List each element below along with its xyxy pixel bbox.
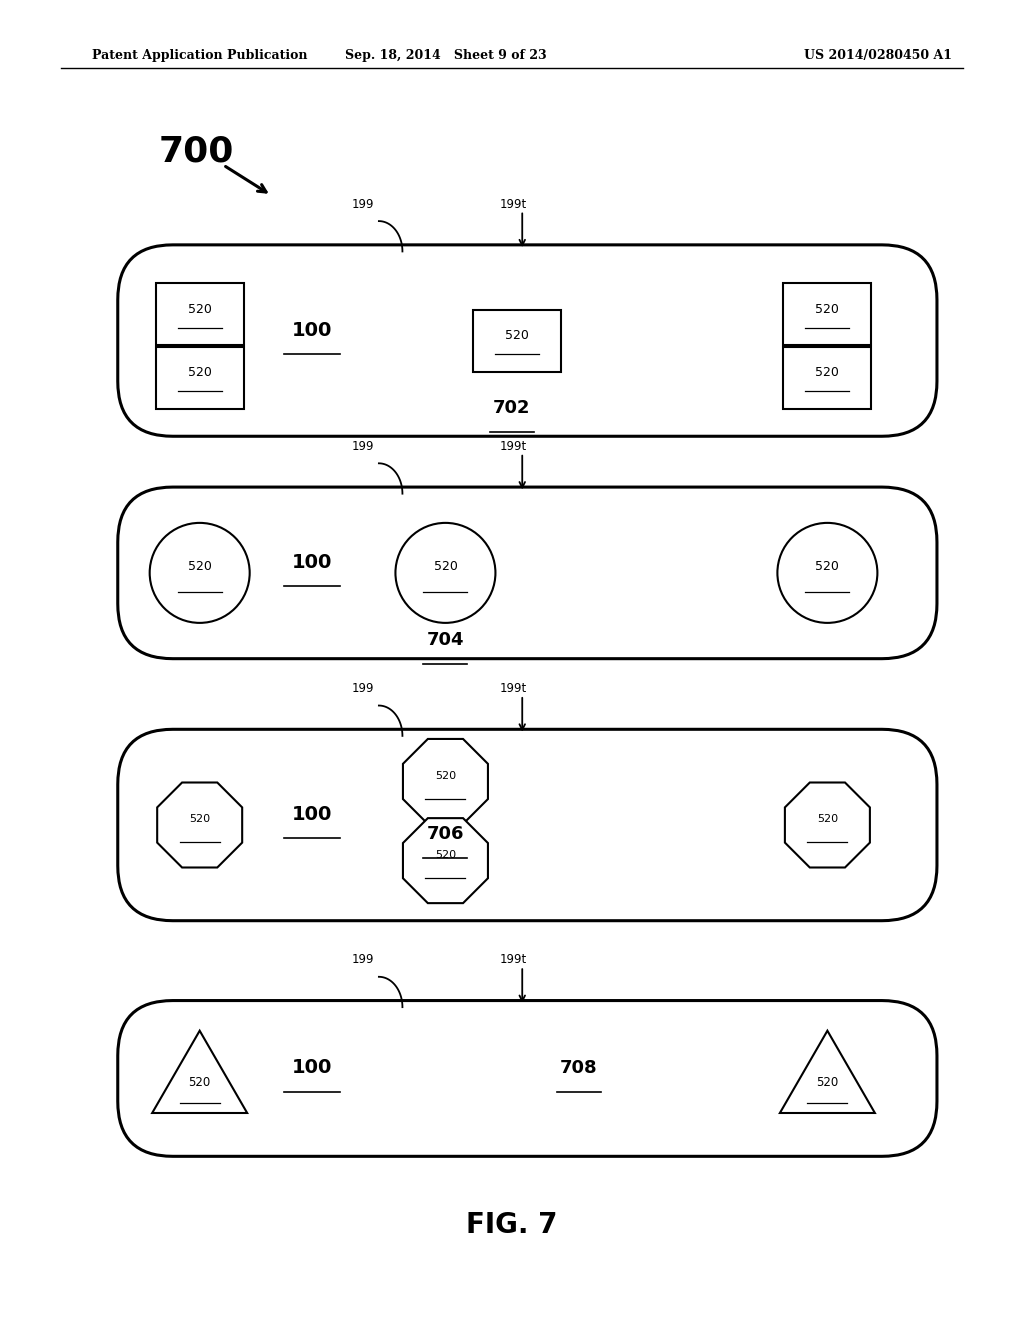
FancyBboxPatch shape bbox=[156, 284, 244, 345]
Text: 520: 520 bbox=[433, 561, 458, 573]
Text: 520: 520 bbox=[187, 561, 212, 573]
Circle shape bbox=[150, 523, 250, 623]
FancyBboxPatch shape bbox=[473, 310, 561, 371]
Text: 520: 520 bbox=[817, 814, 838, 825]
Text: 520: 520 bbox=[815, 561, 840, 573]
Text: 520: 520 bbox=[187, 366, 212, 379]
FancyBboxPatch shape bbox=[118, 246, 937, 437]
Text: US 2014/0280450 A1: US 2014/0280450 A1 bbox=[804, 49, 952, 62]
Text: 100: 100 bbox=[292, 1059, 333, 1077]
FancyBboxPatch shape bbox=[156, 347, 244, 408]
Text: 199t: 199t bbox=[500, 440, 527, 453]
Text: 100: 100 bbox=[292, 805, 333, 824]
Text: 520: 520 bbox=[435, 850, 456, 861]
Text: 199t: 199t bbox=[500, 682, 527, 694]
Text: FIG. 7: FIG. 7 bbox=[466, 1210, 558, 1239]
Text: 520: 520 bbox=[187, 302, 212, 315]
Text: 199t: 199t bbox=[500, 953, 527, 966]
Polygon shape bbox=[402, 818, 488, 903]
Polygon shape bbox=[402, 739, 488, 824]
Text: 199: 199 bbox=[351, 440, 374, 453]
Text: 704: 704 bbox=[427, 631, 464, 649]
Text: 520: 520 bbox=[189, 814, 210, 825]
Polygon shape bbox=[153, 1031, 247, 1113]
Text: 199: 199 bbox=[351, 198, 374, 210]
FancyBboxPatch shape bbox=[783, 284, 871, 345]
Text: 520: 520 bbox=[815, 302, 840, 315]
Polygon shape bbox=[780, 1031, 874, 1113]
Polygon shape bbox=[157, 783, 243, 867]
Circle shape bbox=[777, 523, 878, 623]
Text: 520: 520 bbox=[435, 771, 456, 781]
FancyBboxPatch shape bbox=[118, 487, 937, 659]
Text: 520: 520 bbox=[188, 1076, 211, 1089]
Text: 520: 520 bbox=[816, 1076, 839, 1089]
Text: 199t: 199t bbox=[500, 198, 527, 210]
Text: 708: 708 bbox=[560, 1059, 597, 1077]
Text: 199: 199 bbox=[351, 682, 374, 694]
Text: 100: 100 bbox=[292, 553, 333, 572]
Text: 520: 520 bbox=[815, 366, 840, 379]
FancyBboxPatch shape bbox=[118, 1001, 937, 1156]
Text: 100: 100 bbox=[292, 321, 333, 339]
FancyBboxPatch shape bbox=[118, 729, 937, 921]
Text: 706: 706 bbox=[427, 825, 464, 843]
Text: Patent Application Publication: Patent Application Publication bbox=[92, 49, 307, 62]
Polygon shape bbox=[784, 783, 870, 867]
FancyBboxPatch shape bbox=[783, 347, 871, 408]
Text: 199: 199 bbox=[351, 953, 374, 966]
Text: 520: 520 bbox=[505, 329, 529, 342]
Circle shape bbox=[395, 523, 496, 623]
Text: 700: 700 bbox=[159, 135, 234, 169]
Text: 702: 702 bbox=[494, 399, 530, 417]
Text: Sep. 18, 2014   Sheet 9 of 23: Sep. 18, 2014 Sheet 9 of 23 bbox=[345, 49, 546, 62]
